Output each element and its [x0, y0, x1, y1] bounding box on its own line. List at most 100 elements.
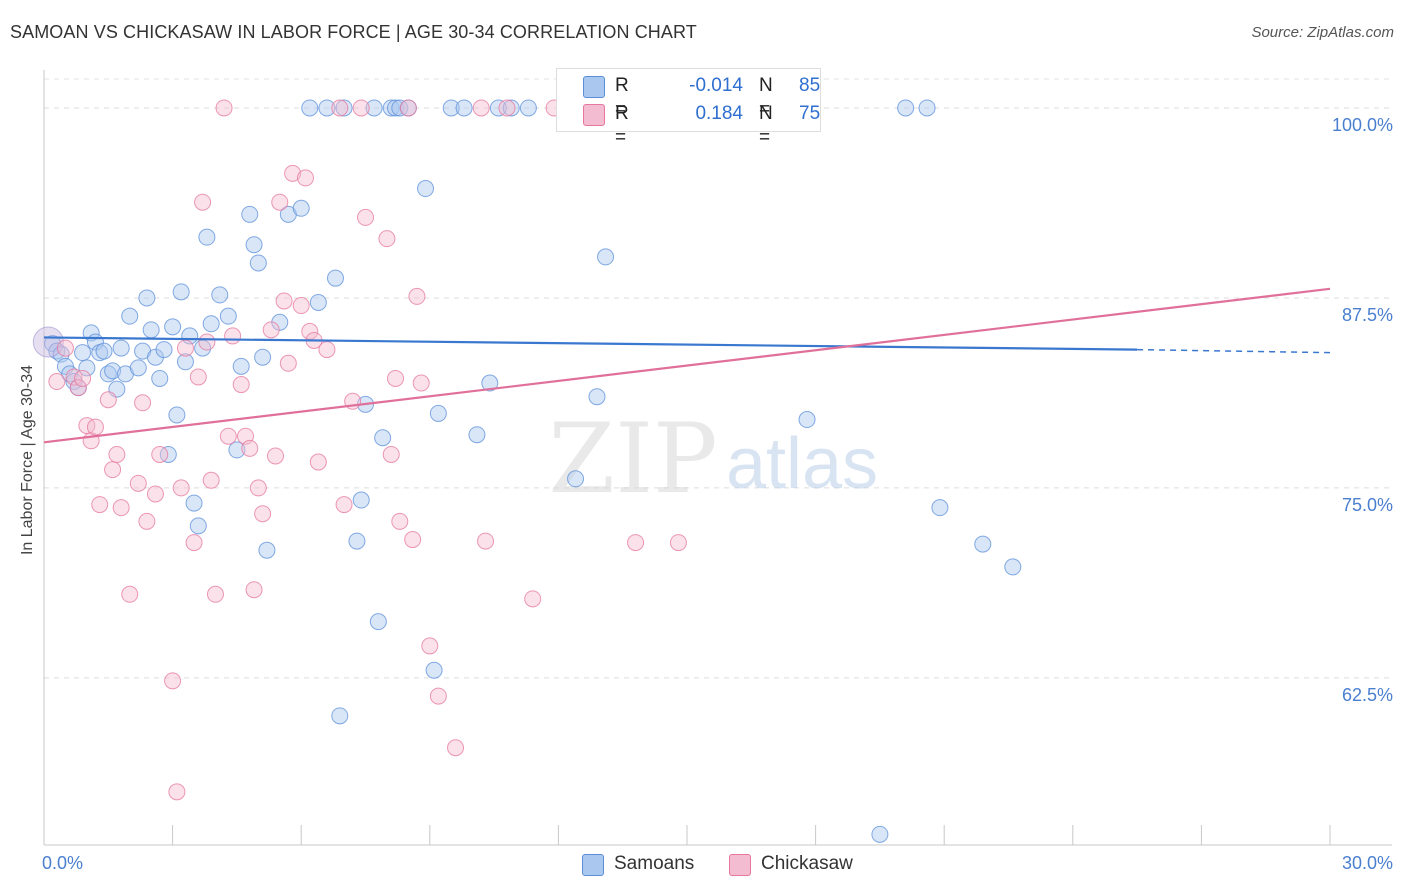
watermark: ZIP atlas — [548, 403, 878, 515]
samoans-point — [164, 318, 182, 336]
chickasaw-point — [429, 687, 447, 705]
chickasaw-point — [232, 376, 250, 394]
samoans-point — [211, 286, 229, 304]
samoans-point — [138, 289, 156, 307]
samoans-point — [241, 205, 259, 223]
chickasaw-point — [86, 418, 104, 436]
samoans-swatch — [583, 76, 605, 98]
legend-label: Samoans — [614, 853, 695, 874]
samoans-point — [871, 825, 889, 843]
chickasaw-point — [627, 534, 645, 552]
samoans-point — [232, 357, 250, 375]
chickasaw-point — [382, 445, 400, 463]
r-value: 0.184 — [695, 103, 743, 124]
samoans-point — [974, 535, 992, 553]
samoans-point — [918, 99, 936, 117]
samoans-point — [159, 445, 177, 463]
chickasaw-point — [219, 427, 237, 445]
samoans-trend-line — [43, 336, 1138, 351]
samoans-point — [74, 344, 92, 362]
chickasaw-point — [151, 445, 169, 463]
samoans-points — [32, 99, 1022, 843]
samoans-point — [417, 180, 435, 198]
chickasaw-point — [447, 739, 465, 757]
samoans-point — [365, 99, 383, 117]
chickasaw-point — [48, 373, 66, 391]
chickasaw-point — [146, 485, 164, 503]
samoans-point — [382, 99, 400, 117]
y-tick-label: 75.0% — [1342, 495, 1393, 515]
watermark-zip: ZIP — [548, 403, 717, 515]
samoans-point — [429, 404, 447, 422]
chickasaw-point — [412, 374, 430, 392]
chickasaw-point — [69, 379, 87, 397]
samoans-point — [425, 661, 443, 679]
samoans-point — [189, 517, 207, 535]
chickasaw-point — [335, 496, 353, 514]
chickasaw-point — [357, 208, 374, 226]
source-label: Source: ZipAtlas.com — [1251, 24, 1394, 41]
chickasaw-points — [48, 99, 799, 801]
chickasaw-swatch — [583, 104, 605, 126]
chickasaw-point — [91, 496, 109, 514]
chickasaw-point — [206, 585, 224, 603]
chickasaw-point — [524, 590, 542, 608]
chickasaw-point — [202, 471, 220, 489]
samoans-point — [142, 321, 160, 339]
samoans-point — [258, 541, 276, 559]
chickasaw-point — [318, 341, 336, 359]
chickasaw-point — [138, 512, 156, 530]
samoans-point — [318, 99, 336, 117]
trend-lines — [43, 287, 1331, 444]
samoans-point — [185, 494, 203, 512]
n-label: N = — [759, 75, 773, 120]
chickasaw-point — [498, 99, 516, 117]
samoans-point — [104, 362, 122, 380]
chickasaw-point — [331, 99, 349, 117]
chickasaw-point — [296, 169, 314, 187]
samoans-point — [352, 491, 370, 509]
samoans-point — [489, 99, 507, 117]
x-tick-label: 0.0% — [42, 853, 83, 873]
chickasaw-point — [477, 532, 495, 550]
chickasaw-point — [134, 394, 152, 412]
chickasaw-point — [279, 354, 297, 372]
n-value: 75 — [799, 103, 821, 124]
samoans-point — [129, 359, 147, 377]
chart-title: SAMOAN VS CHICKASAW IN LABOR FORCE | AGE… — [10, 22, 697, 42]
chickasaw-point — [245, 581, 263, 599]
samoans-trend-extension — [1137, 348, 1331, 354]
n-label: N = — [759, 103, 773, 148]
samoans-point — [78, 359, 96, 377]
y-tick-label: 87.5% — [1342, 305, 1393, 325]
samoans-point — [369, 613, 387, 631]
chickasaw-point — [168, 783, 186, 801]
samoans-point — [387, 99, 405, 117]
watermark-atlas: atlas — [726, 424, 878, 504]
samoans-point — [567, 470, 585, 488]
chickasaw-point — [194, 193, 212, 211]
chickasaw-point — [215, 99, 233, 117]
chickasaw-point — [262, 321, 280, 339]
chickasaw-point — [121, 585, 139, 603]
chickasaw-point — [378, 230, 396, 248]
chickasaw-point — [189, 368, 207, 386]
chickasaw-point — [292, 297, 310, 315]
n-value: 85 — [799, 75, 821, 96]
chickasaw-point — [284, 164, 302, 182]
y-tick-label: 62.5% — [1342, 685, 1393, 705]
chickasaw-point — [387, 369, 405, 387]
chickasaw-point — [391, 512, 409, 530]
chickasaw-point — [241, 439, 259, 457]
samoans-point — [151, 369, 169, 387]
chickasaw-point — [185, 534, 203, 552]
samoans-point — [588, 388, 606, 406]
chickasaw-point — [112, 499, 130, 517]
chickasaw-point — [254, 505, 272, 523]
samoans-point — [176, 353, 194, 371]
chickasaw-point — [104, 461, 122, 479]
chickasaw-swatch — [729, 854, 751, 876]
samoans-point — [249, 254, 267, 272]
r-value: -0.014 — [689, 75, 743, 96]
